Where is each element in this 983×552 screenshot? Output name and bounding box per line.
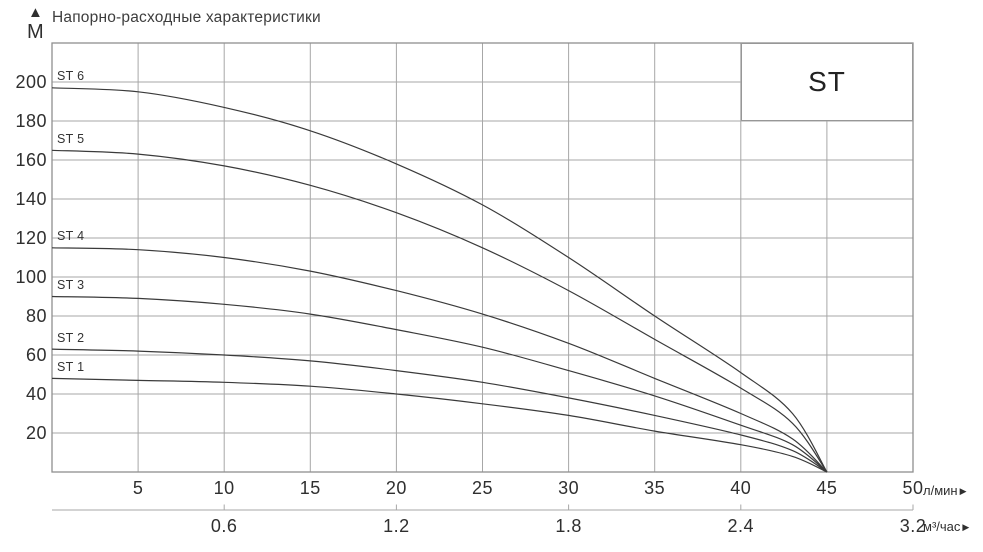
curve-st3 (51, 295, 828, 473)
x-tick-label: 35 (644, 478, 666, 498)
y-tick-label: 160 (15, 149, 47, 170)
x-tick-label: 45 (816, 478, 838, 498)
curve-label-st2: ST 2 (57, 330, 85, 345)
x-tick-label: 10 (213, 478, 235, 498)
y-tick-label: 120 (15, 227, 47, 248)
curve-label-st4: ST 4 (57, 229, 85, 244)
y-axis-header: ▲ М (26, 4, 66, 42)
x-axis-unit: л/мин ▶ (923, 483, 967, 498)
y-tick-label: 40 (25, 383, 47, 404)
y-tick-label: 60 (25, 344, 47, 365)
x-tick-label: 30 (558, 478, 580, 498)
curve-st2 (51, 348, 828, 473)
plot-border (51, 42, 914, 473)
x2-tick-label: 2.4 (727, 516, 755, 536)
y-axis-arrow-up-icon: ▲ (28, 4, 43, 21)
x-tick-label: 50 (902, 478, 924, 498)
y-tick-label: 140 (15, 188, 47, 209)
curve-st6 (51, 87, 828, 473)
x2-tick-label: 0.6 (210, 516, 238, 536)
x-tick-label: 5 (132, 478, 144, 498)
x-tick-label: 25 (471, 478, 494, 498)
y-tick-label: 100 (15, 266, 47, 287)
curve-label-st5: ST 5 (57, 131, 85, 146)
chart-title: Напорно-расходные характеристики (52, 9, 321, 26)
x-tick-label: 20 (385, 478, 407, 498)
y-tick-label: 20 (25, 422, 47, 443)
curve-label-st6: ST 6 (57, 69, 85, 84)
series-family-label: ST (808, 66, 846, 97)
arrow-right-icon: ▶ (962, 522, 970, 532)
arrow-right-icon: ▶ (959, 486, 967, 496)
curve-st1 (51, 377, 828, 473)
curve-st4 (51, 247, 828, 473)
series-family-box: ST (741, 43, 913, 121)
y-tick-label: 80 (25, 305, 47, 326)
x-tick-label: 40 (730, 478, 752, 498)
x-axis-unit-text: л/мин (923, 483, 958, 498)
x2-axis-unit: м³/час ▶ (923, 519, 969, 534)
curve-label-st3: ST 3 (57, 278, 85, 292)
x2-tick-label: 1.2 (383, 516, 410, 536)
x2-tick-label: 3.2 (899, 516, 927, 536)
curve-st5 (51, 149, 828, 473)
x2-tick-label: 1.8 (555, 516, 582, 536)
x2-axis-unit-text: м³/час (923, 519, 961, 534)
curve-label-st1: ST 1 (57, 359, 85, 374)
y-axis-unit-label: М (27, 21, 44, 43)
y-tick-label: 200 (15, 71, 47, 92)
y-tick-label: 180 (15, 110, 47, 131)
x-tick-label: 15 (299, 478, 321, 498)
